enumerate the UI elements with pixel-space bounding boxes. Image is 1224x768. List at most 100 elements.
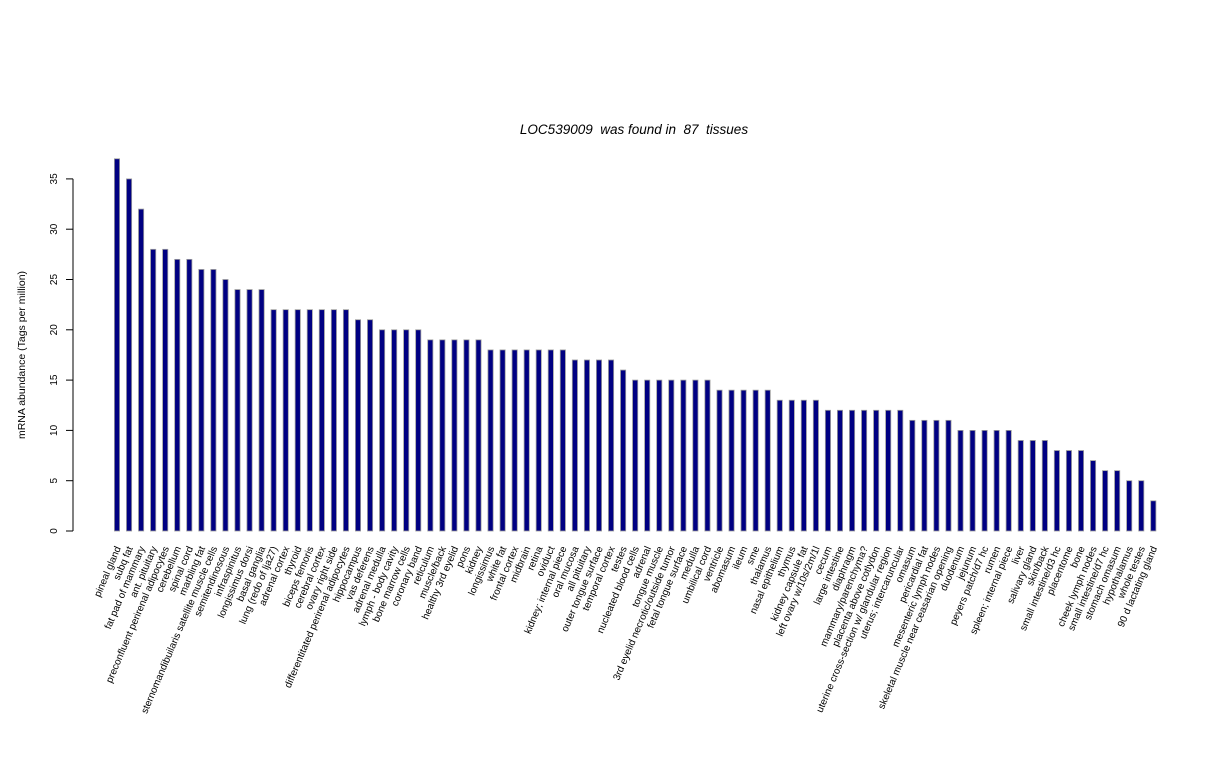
bar [800, 399, 807, 532]
y-tick-label: 20 [49, 324, 60, 336]
bar [1126, 480, 1133, 532]
bar [499, 349, 506, 532]
y-axis-label: mRNA abundance (Tags per million) [16, 271, 28, 439]
y-axis: 0 5 10 15 20 25 30 35 [49, 173, 74, 534]
y-tick-label: 0 [49, 528, 60, 534]
bar [656, 379, 663, 532]
y-tick-label: 5 [49, 477, 60, 483]
bar [1114, 470, 1121, 532]
bar [198, 269, 205, 532]
bar [644, 379, 651, 532]
bar [933, 419, 940, 532]
bar [246, 289, 253, 532]
bar [210, 269, 217, 532]
bar [1078, 450, 1085, 532]
bar [306, 309, 313, 532]
bar [620, 369, 627, 532]
bar [1150, 500, 1157, 532]
bar [969, 429, 976, 532]
bar [692, 379, 699, 532]
bar [571, 359, 578, 532]
bar [837, 409, 844, 532]
bar [861, 409, 868, 532]
bar [439, 339, 446, 532]
bar [752, 389, 759, 532]
bar [957, 429, 964, 532]
bar [330, 309, 337, 532]
bar [523, 349, 530, 532]
bar [150, 248, 157, 532]
bar [981, 429, 988, 532]
y-tick-label: 25 [49, 274, 60, 286]
bar [788, 399, 795, 532]
bar [704, 379, 711, 532]
bar [873, 409, 880, 532]
bar [1065, 450, 1072, 532]
bar [849, 409, 856, 532]
bar [174, 258, 181, 532]
bar [282, 309, 289, 532]
bar [921, 419, 928, 532]
y-tick-label: 10 [49, 424, 60, 436]
bar [367, 319, 374, 532]
bar [162, 248, 169, 532]
bar [427, 339, 434, 532]
bar [583, 359, 590, 532]
bar [728, 389, 735, 532]
bar [885, 409, 892, 532]
bar [897, 409, 904, 532]
bar [668, 379, 675, 532]
bar [1102, 470, 1109, 532]
bar [511, 349, 518, 532]
bar [824, 409, 831, 532]
bar [909, 419, 916, 532]
bar [1029, 440, 1036, 532]
bar [114, 158, 121, 532]
bar [318, 309, 325, 532]
bar [608, 359, 615, 532]
y-tick-label: 15 [49, 374, 60, 386]
bar [812, 399, 819, 532]
bar [547, 349, 554, 532]
y-tick-label: 30 [49, 223, 60, 235]
bar [451, 339, 458, 532]
bar [126, 178, 133, 532]
bar [222, 279, 229, 532]
bar [1053, 450, 1060, 532]
bar [1017, 440, 1024, 532]
bar [535, 349, 542, 532]
chart-title: LOC539009 was found in 87 tissues [520, 122, 748, 137]
bar [186, 258, 193, 532]
bar [415, 329, 422, 532]
bar [403, 329, 410, 532]
bar [270, 309, 277, 532]
bar [1005, 429, 1012, 532]
bar [1138, 480, 1145, 532]
bars-group [114, 158, 1157, 532]
bar [764, 389, 771, 532]
bar [993, 429, 1000, 532]
bar [234, 289, 241, 532]
bar [776, 399, 783, 532]
bar [487, 349, 494, 532]
bar [716, 389, 723, 532]
bar [740, 389, 747, 532]
bar [632, 379, 639, 532]
bar [391, 329, 398, 532]
bar [463, 339, 470, 532]
bar [1090, 460, 1097, 532]
bar [379, 329, 386, 532]
bar [945, 419, 952, 532]
bar [354, 319, 361, 532]
bar [596, 359, 603, 532]
bar [342, 309, 349, 532]
bar [258, 289, 265, 532]
bar [294, 309, 301, 532]
bar [1041, 440, 1048, 532]
y-tick-label: 35 [49, 173, 60, 185]
bar [680, 379, 687, 532]
bar [138, 208, 145, 532]
